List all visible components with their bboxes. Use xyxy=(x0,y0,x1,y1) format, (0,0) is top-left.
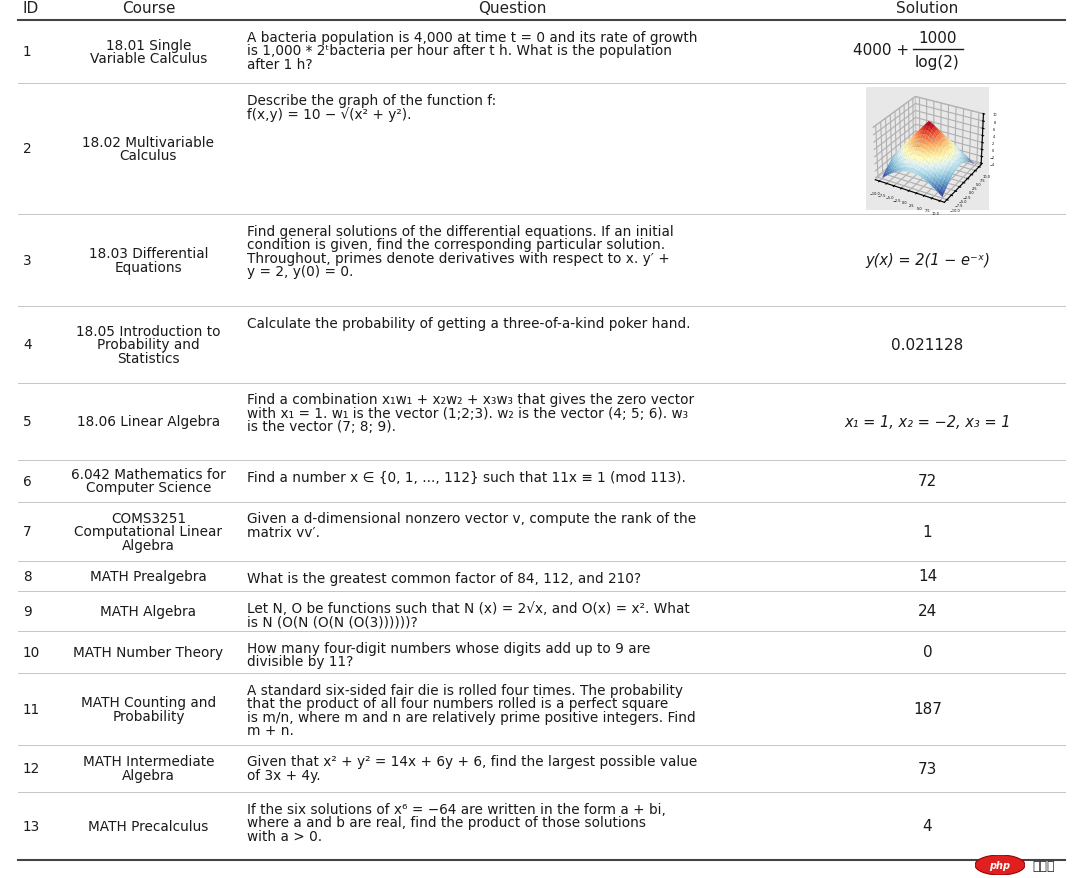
Text: 73: 73 xyxy=(918,761,937,776)
Text: Calculus: Calculus xyxy=(120,149,177,163)
Text: 12: 12 xyxy=(23,761,40,775)
Text: 13: 13 xyxy=(23,819,40,833)
Text: Throughout, primes denote derivatives with respect to x. y′ +: Throughout, primes denote derivatives wi… xyxy=(247,251,670,265)
Text: 3: 3 xyxy=(23,254,31,268)
Text: f(x,y) = 10 − √(x² + y²).: f(x,y) = 10 − √(x² + y²). xyxy=(247,107,411,121)
Text: is N (O(N (O(N (O(3))))))?: is N (O(N (O(N (O(3))))))? xyxy=(247,615,418,629)
Ellipse shape xyxy=(975,855,1025,875)
Text: log(2): log(2) xyxy=(915,55,960,70)
Text: 8: 8 xyxy=(23,569,31,583)
Text: Computer Science: Computer Science xyxy=(85,481,212,495)
Text: How many four-digit numbers whose digits add up to 9 are: How many four-digit numbers whose digits… xyxy=(247,641,650,655)
Text: MATH Number Theory: MATH Number Theory xyxy=(73,645,224,659)
Text: 18.06 Linear Algebra: 18.06 Linear Algebra xyxy=(77,414,220,428)
Text: is m/n, where m and n are relatively prime positive integers. Find: is m/n, where m and n are relatively pri… xyxy=(247,710,696,723)
Text: 11: 11 xyxy=(23,702,40,716)
Text: A standard six-sided fair die is rolled four times. The probability: A standard six-sided fair die is rolled … xyxy=(247,683,683,697)
Text: 4: 4 xyxy=(922,818,932,833)
Text: php: php xyxy=(989,860,1011,870)
Text: y = 2, y(0) = 0.: y = 2, y(0) = 0. xyxy=(247,265,353,279)
Text: Statistics: Statistics xyxy=(118,351,179,365)
Text: 6.042 Mathematics for: 6.042 Mathematics for xyxy=(71,467,226,481)
Text: 18.02 Multivariable: 18.02 Multivariable xyxy=(82,135,215,149)
Text: A bacteria population is 4,000 at time t = 0 and its rate of growth: A bacteria population is 4,000 at time t… xyxy=(247,31,698,45)
Text: 7: 7 xyxy=(23,525,31,539)
Text: 6: 6 xyxy=(23,474,31,488)
Text: Find a number x ∈ {0, 1, ..., 112} such that 11x ≡ 1 (mod 113).: Find a number x ∈ {0, 1, ..., 112} such … xyxy=(247,470,686,484)
Text: is the vector (7; 8; 9).: is the vector (7; 8; 9). xyxy=(247,420,396,434)
Text: Calculate the probability of getting a three-of-a-kind poker hand.: Calculate the probability of getting a t… xyxy=(247,316,690,330)
Text: 0.021128: 0.021128 xyxy=(891,337,963,352)
Text: MATH Counting and: MATH Counting and xyxy=(81,695,216,709)
Text: MATH Precalculus: MATH Precalculus xyxy=(89,819,208,833)
Text: 18.05 Introduction to: 18.05 Introduction to xyxy=(77,324,220,338)
Text: m + n.: m + n. xyxy=(247,723,294,738)
Text: where a and b are real, find the product of those solutions: where a and b are real, find the product… xyxy=(247,815,646,829)
Text: Course: Course xyxy=(122,1,175,16)
Text: Variable Calculus: Variable Calculus xyxy=(90,52,207,66)
Text: Computational Linear: Computational Linear xyxy=(75,525,222,539)
Text: 1000: 1000 xyxy=(918,31,957,46)
Text: 18.03 Differential: 18.03 Differential xyxy=(89,247,208,261)
Text: What is the greatest common factor of 84, 112, and 210?: What is the greatest common factor of 84… xyxy=(247,572,642,585)
Text: Equations: Equations xyxy=(114,261,183,275)
Text: If the six solutions of x⁶ = −64 are written in the form a + bi,: If the six solutions of x⁶ = −64 are wri… xyxy=(247,802,666,816)
Text: Let N, O be functions such that N (x) = 2√x, and O(x) = x². What: Let N, O be functions such that N (x) = … xyxy=(247,601,690,615)
Text: 1: 1 xyxy=(922,524,932,539)
Text: of 3x + 4y.: of 3x + 4y. xyxy=(247,768,321,782)
Text: 187: 187 xyxy=(913,702,942,716)
Text: Question: Question xyxy=(478,1,546,16)
Text: condition is given, find the corresponding particular solution.: condition is given, find the correspondi… xyxy=(247,238,665,252)
Text: Find general solutions of the differential equations. If an initial: Find general solutions of the differenti… xyxy=(247,225,674,239)
Text: 9: 9 xyxy=(23,604,31,618)
Text: 18.01 Single: 18.01 Single xyxy=(106,39,191,53)
Text: 5: 5 xyxy=(23,414,31,428)
Text: MATH Prealgebra: MATH Prealgebra xyxy=(90,569,207,583)
Text: 2: 2 xyxy=(23,142,31,156)
Text: MATH Intermediate: MATH Intermediate xyxy=(83,754,214,768)
Text: Find a combination x₁w₁ + x₂w₂ + x₃w₃ that gives the zero vector: Find a combination x₁w₁ + x₂w₂ + x₃w₃ th… xyxy=(247,393,694,407)
Text: with a > 0.: with a > 0. xyxy=(247,829,322,843)
Text: Given a d-dimensional nonzero vector v, compute the rank of the: Given a d-dimensional nonzero vector v, … xyxy=(247,512,697,526)
Text: ID: ID xyxy=(23,1,39,16)
Text: Probability and: Probability and xyxy=(97,338,200,352)
Text: 10: 10 xyxy=(23,645,40,659)
Text: that the product of all four numbers rolled is a perfect square: that the product of all four numbers rol… xyxy=(247,696,669,710)
Text: 0: 0 xyxy=(922,644,932,659)
Text: 中文网: 中文网 xyxy=(1032,860,1054,873)
Text: 24: 24 xyxy=(918,604,937,619)
Text: is 1,000 * 2ᵗbacteria per hour after t h. What is the population: is 1,000 * 2ᵗbacteria per hour after t h… xyxy=(247,44,672,58)
Text: 4000 +: 4000 + xyxy=(853,43,909,58)
Text: after 1 h?: after 1 h? xyxy=(247,58,312,72)
Text: Solution: Solution xyxy=(896,1,959,16)
Text: Probability: Probability xyxy=(112,709,185,723)
Text: 72: 72 xyxy=(918,473,937,488)
Text: y(x) = 2(1 − e⁻ˣ): y(x) = 2(1 − e⁻ˣ) xyxy=(865,253,990,268)
Text: 4: 4 xyxy=(23,338,31,352)
Text: x₁ = 1, x₂ = −2, x₃ = 1: x₁ = 1, x₂ = −2, x₃ = 1 xyxy=(845,414,1011,429)
Text: Describe the graph of the function f:: Describe the graph of the function f: xyxy=(247,94,496,108)
Text: 14: 14 xyxy=(918,569,937,584)
Text: with x₁ = 1. w₁ is the vector (1;2;3). w₂ is the vector (4; 5; 6). w₃: with x₁ = 1. w₁ is the vector (1;2;3). w… xyxy=(247,407,688,421)
Text: Given that x² + y² = 14x + 6y + 6, find the largest possible value: Given that x² + y² = 14x + 6y + 6, find … xyxy=(247,754,698,768)
Text: COMS3251: COMS3251 xyxy=(111,511,186,525)
Text: Algebra: Algebra xyxy=(122,538,175,552)
Text: divisible by 11?: divisible by 11? xyxy=(247,654,353,668)
Text: 1: 1 xyxy=(23,46,31,60)
Text: Algebra: Algebra xyxy=(122,768,175,782)
Text: matrix vv′.: matrix vv′. xyxy=(247,525,320,539)
Text: MATH Algebra: MATH Algebra xyxy=(100,604,197,618)
